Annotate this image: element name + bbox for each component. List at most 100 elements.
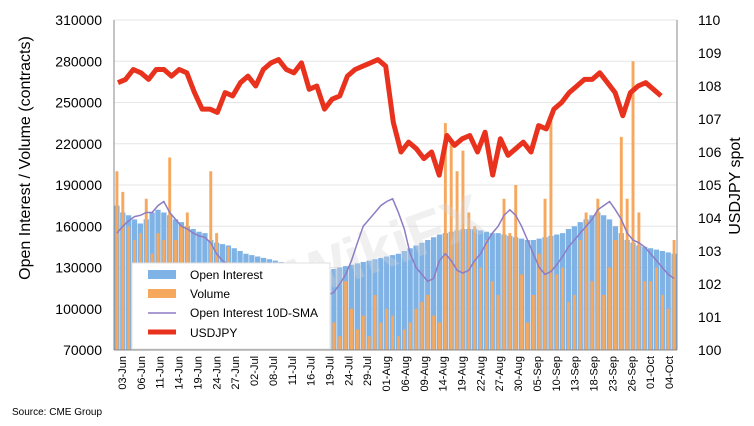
volume-bar — [408, 322, 412, 350]
x-tick-label: 08-Jul — [268, 356, 280, 386]
volume-bar — [438, 322, 441, 350]
open-interest-bar — [354, 263, 361, 350]
volume-bar — [631, 61, 635, 350]
x-tick-label: 11-Jul — [287, 356, 299, 385]
x-tick-label: 18-Sep — [589, 356, 601, 391]
volume-bar — [625, 198, 629, 350]
volume-bar — [508, 233, 512, 350]
volume-bar — [350, 308, 353, 350]
right-tick-label: 102 — [698, 276, 722, 292]
x-tick-label: 19-Jun — [192, 356, 204, 390]
x-tick-label: 02-Jul — [249, 356, 261, 386]
left-tick-label: 100000 — [55, 301, 102, 317]
volume-bar — [402, 329, 406, 350]
volume-bar — [555, 274, 559, 350]
right-axis-title: USDJPY spot — [727, 137, 744, 235]
left-axis-ticks: 70000 100000 130000 160000 190000 220000 25000… — [55, 12, 102, 358]
volume-bar — [567, 301, 570, 350]
x-tick-label: 19-Aug — [457, 356, 469, 391]
left-tick-label: 160000 — [55, 218, 102, 234]
x-tick-label: 06-Jun — [136, 356, 148, 390]
legend-swatch-open-interest — [148, 270, 176, 279]
open-interest-bar — [401, 251, 407, 350]
open-interest-bar — [524, 240, 531, 350]
right-tick-label: 106 — [698, 144, 722, 160]
volume-bar — [496, 295, 500, 350]
legend-swatch-volume — [148, 289, 176, 298]
open-interest-bar — [366, 260, 372, 350]
legend-label-usdjpy: USDJPY — [190, 326, 237, 340]
volume-bar — [502, 198, 506, 350]
open-interest-bar — [407, 248, 413, 350]
volume-bar — [379, 322, 383, 350]
volume-bar — [660, 295, 664, 350]
volume-bar — [590, 281, 594, 350]
x-tick-label: 11-Jun — [155, 356, 167, 389]
volume-bar — [461, 150, 465, 350]
volume-bar — [578, 240, 582, 350]
volume-bar — [467, 212, 471, 350]
volume-bar — [537, 253, 541, 350]
x-tick-label: 26-Sep — [626, 356, 638, 391]
volume-bar — [396, 336, 400, 350]
open-interest-bar — [337, 267, 343, 350]
left-tick-label: 280000 — [55, 53, 102, 69]
open-interest-bar — [665, 252, 671, 350]
x-tick-label: 05-Sep — [532, 356, 544, 391]
volume-bar — [473, 226, 477, 350]
open-interest-bar — [565, 229, 572, 350]
volume-bar — [414, 308, 418, 350]
volume-bar — [649, 281, 653, 350]
open-interest-bar — [378, 257, 384, 350]
volume-bar — [127, 226, 131, 350]
left-tick-label: 190000 — [55, 177, 102, 193]
open-interest-bar — [430, 237, 437, 350]
volume-bar — [391, 315, 395, 350]
volume-bar — [432, 315, 436, 350]
volume-bar — [338, 336, 342, 350]
volume-bar — [455, 171, 459, 350]
x-tick-label: 16-Jul — [306, 356, 318, 386]
volume-bar — [572, 295, 576, 350]
right-tick-label: 101 — [698, 309, 722, 325]
open-interest-bar — [395, 253, 402, 350]
volume-bar — [608, 267, 612, 350]
volume-bar — [643, 281, 647, 350]
left-tick-label: 130000 — [55, 260, 102, 276]
x-axis-ticks: 03-Jun 06-Jun 11-Jun 14-Jun 19-Jun 24-Jun 27-J… — [117, 356, 676, 392]
open-interest-bar — [360, 262, 366, 350]
plot-frame — [113, 20, 678, 351]
open-interest-bar — [436, 234, 443, 350]
x-tick-label: 24-Jun — [211, 356, 223, 390]
volume-bar — [596, 198, 600, 350]
volume-bar — [121, 191, 125, 350]
volume-bar — [666, 308, 670, 350]
volume-bar — [479, 267, 483, 350]
x-tick-label: 03-Jun — [117, 356, 129, 390]
legend-label-sma: Open Interest 10D-SMA — [190, 306, 318, 320]
legend-label-volume: Volume — [190, 287, 230, 301]
x-tick-label: 29-Jul — [362, 356, 374, 386]
open-interest-bar — [389, 255, 396, 350]
volume-bar — [449, 143, 453, 350]
volume-bar — [420, 301, 424, 350]
volume-bar — [549, 116, 553, 350]
volume-bar — [426, 295, 430, 350]
open-interest-bar — [495, 233, 501, 350]
series-lines — [116, 57, 675, 299]
volume-bar — [209, 171, 213, 350]
open-interest-bar — [348, 264, 355, 350]
x-tick-label: 01-Aug — [381, 356, 393, 391]
x-tick-label: 09-Aug — [419, 356, 431, 391]
volume-bar — [490, 281, 494, 350]
x-tick-label: 19-Jul — [325, 356, 337, 386]
volume-bar — [367, 336, 371, 350]
left-tick-label: 220000 — [55, 136, 102, 152]
x-tick-label: 27-Jun — [230, 356, 242, 390]
volume-bar — [613, 240, 617, 350]
open-interest-bar — [384, 256, 390, 350]
x-tick-label: 14-Jun — [174, 356, 186, 390]
x-tick-label: 04-Oct — [664, 356, 676, 389]
volume-bar — [443, 123, 447, 350]
